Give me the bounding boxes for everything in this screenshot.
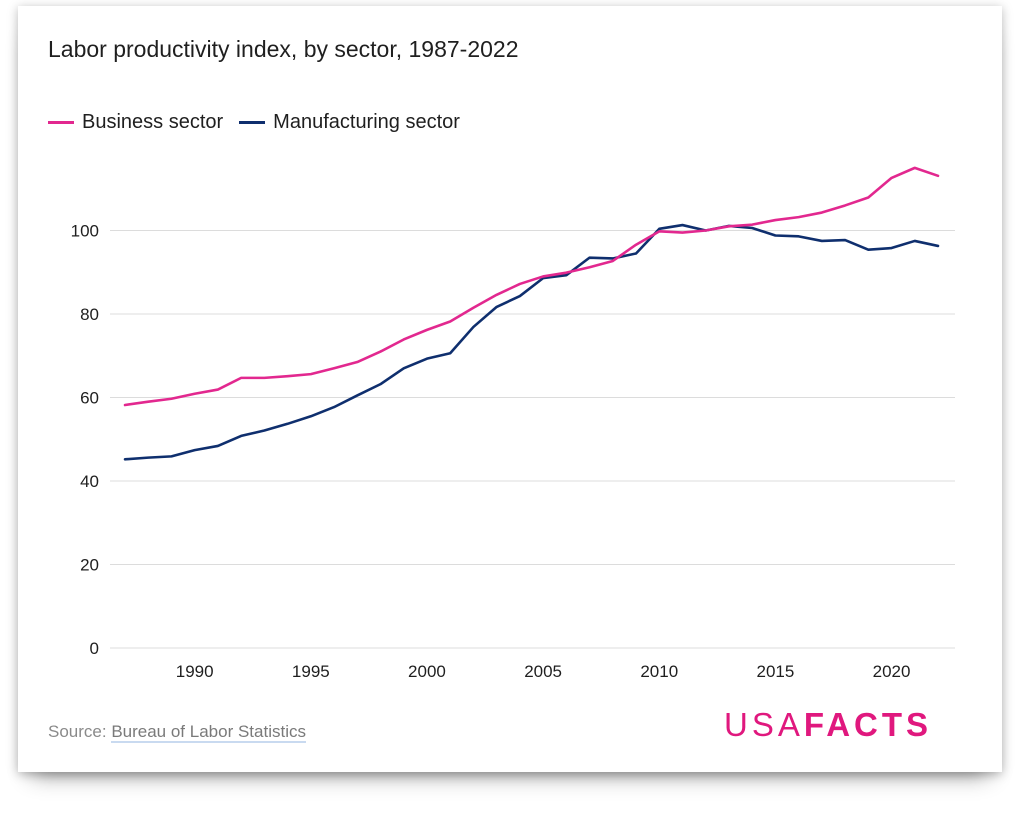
x-tick-label: 2010 <box>640 662 678 681</box>
legend-item-business: Business sector <box>48 111 223 134</box>
series-layer <box>123 166 940 461</box>
y-tick-label: 100 <box>71 222 99 241</box>
legend-label-manufacturing: Manufacturing sector <box>273 111 460 133</box>
x-tick-label: 1995 <box>292 662 330 681</box>
logo-text-facts: FACTS <box>803 706 933 743</box>
y-tick-label: 80 <box>80 305 99 324</box>
chart-title: Labor productivity index, by sector, 198… <box>48 36 519 62</box>
y-tick-label: 60 <box>80 389 99 408</box>
legend-label-business: Business sector <box>82 111 224 133</box>
grid-layer <box>110 230 955 649</box>
legend-item-manufacturing: Manufacturing sector <box>239 111 460 134</box>
legend-swatch-business <box>48 121 74 124</box>
y-tick-label: 20 <box>80 556 99 575</box>
x-tick-label: 2000 <box>408 662 446 681</box>
x-axis-labels: 1990 1995 2000 2005 2010 2015 2020 <box>176 662 911 681</box>
x-tick-label: 2015 <box>756 662 794 681</box>
source-link[interactable]: Bureau of Labor Statistics <box>111 722 306 743</box>
y-tick-label: 0 <box>90 639 99 658</box>
x-tick-label: 2005 <box>524 662 562 681</box>
chart-legend: Business sector Manufacturing sector <box>48 111 476 134</box>
x-tick-label: 2020 <box>873 662 911 681</box>
legend-swatch-manufacturing <box>239 121 266 124</box>
series-line-manufacturing <box>123 223 940 461</box>
y-tick-label: 40 <box>80 472 99 491</box>
source-note: Source: Bureau of Labor Statistics <box>48 722 306 743</box>
source-prefix: Source: <box>48 722 112 741</box>
y-axis-labels: 0 20 40 60 80 100 <box>71 222 99 659</box>
usafacts-logo: USAFACTS <box>724 706 932 744</box>
line-chart: 0 20 40 60 80 100 1990 1995 2000 2005 2010 2015 202… <box>71 166 955 681</box>
chart-card <box>18 6 1002 772</box>
x-tick-label: 1990 <box>176 662 214 681</box>
logo-text-usa: USA <box>724 706 804 743</box>
series-line-business <box>123 166 940 407</box>
